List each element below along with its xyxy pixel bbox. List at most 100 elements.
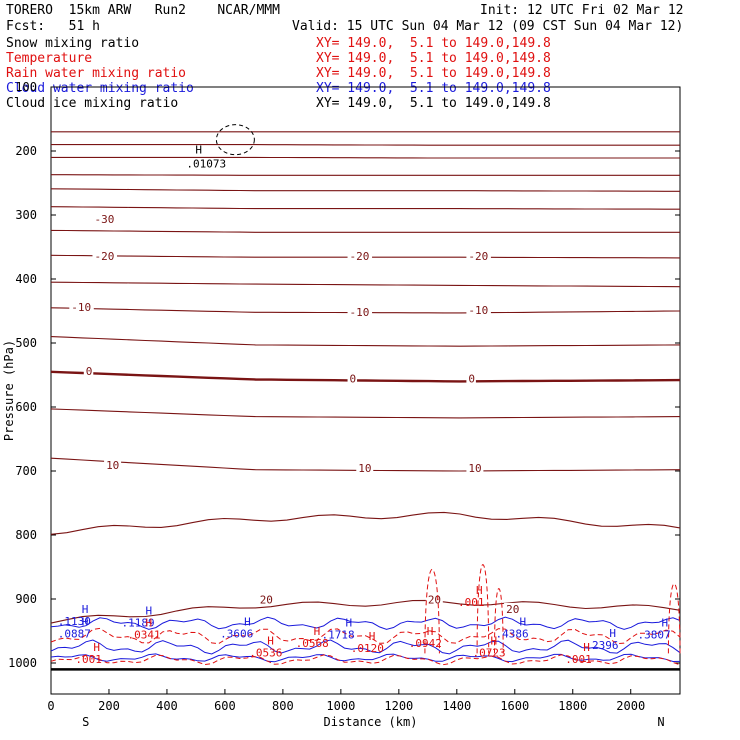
field-xy-rain: XY= 149.0, 5.1 to 149.0,149.8 [316, 66, 551, 81]
x-axis-title: Distance (km) [324, 715, 418, 729]
rain-water-max-marker: H [93, 641, 100, 654]
rain-water-contour [50, 627, 681, 645]
y-tick-label: 800 [15, 528, 37, 542]
temperature-label: 20 [506, 603, 519, 616]
cloud-ice-contour [215, 124, 255, 156]
contour-label-bg [92, 213, 117, 226]
rain-water-max-label: .0341 [128, 629, 161, 642]
temperature-contour [50, 599, 681, 624]
temperature-label: -20 [468, 250, 488, 263]
rain-water-max-marker: H [476, 584, 483, 597]
contour-label-bg [466, 304, 491, 316]
contour-label-bg [257, 593, 275, 606]
cloud-water-max-marker: H [146, 605, 153, 618]
temperature-label: -10 [468, 304, 488, 317]
cloud-water-max-marker: H [244, 615, 251, 628]
cloud-water-max-label: .1718 [322, 629, 355, 642]
x-tick-label: 200 [98, 699, 120, 713]
temperature-label: -10 [350, 306, 370, 319]
rain-water-max-label: .0723 [472, 647, 505, 660]
x-tick-label: 800 [272, 699, 294, 713]
axis-end-south: S [82, 715, 89, 729]
temperature-label: 20 [428, 593, 441, 606]
field-label-rain: Rain water mixing ratio [6, 66, 187, 81]
rain-water-plume [424, 568, 440, 654]
contour-label-bg [347, 250, 373, 263]
rain-water-plume [493, 588, 504, 654]
temperature-contour [50, 188, 680, 192]
temperature-contour [51, 144, 680, 146]
y-tick-label: 900 [15, 592, 37, 606]
cloud-ice-max-label: .01073 [186, 158, 226, 171]
temperature-label: -20 [350, 250, 370, 263]
contour-label-bg [347, 305, 373, 318]
y-tick-label: 100 [15, 80, 37, 94]
cloud-water-max-marker: H [346, 617, 353, 630]
temperature-contour [50, 206, 680, 210]
rain-water-max-marker: H [583, 641, 590, 654]
field-label-cloud-ice: Cloud ice mixing ratio [6, 96, 179, 111]
cloud-ice-max-marker: H [195, 144, 202, 157]
cloud-water-max-label: .3807 [638, 629, 671, 642]
rain-water-max-marker: H [427, 625, 434, 638]
temperature-label: -10 [71, 301, 91, 314]
cloud-water-max-label: .1130 [58, 615, 91, 628]
temperature-contour [50, 408, 681, 419]
rain-water-max-marker: H [490, 635, 497, 648]
y-tick-label: 400 [15, 272, 37, 286]
rain-water-max-label: .001 [565, 653, 592, 666]
field-label-cloud-water: Cloud water mixing ratio [6, 81, 194, 96]
y-tick-label: 700 [15, 464, 37, 478]
rain-water-contour [50, 654, 681, 666]
contour-label-bg [466, 372, 476, 385]
contour-label-bg [466, 250, 491, 263]
rain-water-plume [476, 564, 490, 654]
x-tick-label: 1600 [500, 699, 529, 713]
cloud-water-contour [50, 639, 681, 655]
rain-water-max-label: .0568 [296, 637, 329, 650]
temperature-contour [50, 370, 681, 383]
contour-label-bg [69, 300, 94, 313]
x-tick-label: 1800 [558, 699, 587, 713]
temperature-label: -30 [94, 213, 114, 226]
cloud-water-max-label: .2396 [585, 639, 618, 652]
temperature-contour [51, 156, 680, 159]
cloud-water-max-marker: H [662, 617, 669, 630]
temperature-contour [50, 511, 681, 535]
y-axis-title: Pressure (hPa) [2, 340, 16, 441]
x-tick-label: 2000 [616, 699, 645, 713]
contour-label-bg [347, 372, 358, 385]
init-time: Init: 12 UTC Fri 02 Mar 12 [480, 3, 684, 18]
rain-water-max-label: .0120 [351, 642, 384, 655]
contour-label-bg [104, 458, 122, 471]
field-xy-cloud-ice: XY= 149.0, 5.1 to 149.0,149.8 [316, 96, 551, 111]
y-tick-label: 200 [15, 144, 37, 158]
rain-water-max-label: .0536 [249, 647, 282, 660]
contour-label-bg [92, 250, 117, 263]
rain-water-max-label: .001 [75, 653, 102, 666]
temperature-contour [51, 174, 680, 176]
x-tick-label: 1000 [326, 699, 355, 713]
temperature-contour [50, 336, 681, 347]
valid-time: Valid: 15 UTC Sun 04 Mar 12 (09 CST Sun … [292, 19, 684, 34]
x-tick-label: 1200 [384, 699, 413, 713]
y-tick-label: 500 [15, 336, 37, 350]
rain-water-max-label: .001 [458, 596, 485, 609]
temperature-label: 10 [106, 459, 119, 472]
y-tick-label: 300 [15, 208, 37, 222]
rain-water-max-marker: H [267, 635, 274, 648]
forecast-hour: Fcst: 51 h [6, 19, 100, 34]
axis-end-north: N [657, 715, 664, 729]
y-tick-label: 1000 [8, 656, 37, 670]
temperature-label: 10 [468, 462, 481, 475]
contour-label-bg [466, 462, 484, 475]
field-label-snow: Snow mixing ratio [6, 36, 140, 51]
cloud-water-max-marker: H [519, 615, 526, 628]
y-tick-label: 600 [15, 400, 37, 414]
rain-water-max-marker: H [314, 625, 321, 638]
x-tick-label: 0 [47, 699, 54, 713]
cloud-water-max-marker: H [82, 615, 89, 628]
field-xy-cloud-water: XY= 149.0, 5.1 to 149.0,149.8 [316, 81, 551, 96]
model-title: TORERO 15km ARW Run2 NCAR/MMM [6, 3, 280, 18]
